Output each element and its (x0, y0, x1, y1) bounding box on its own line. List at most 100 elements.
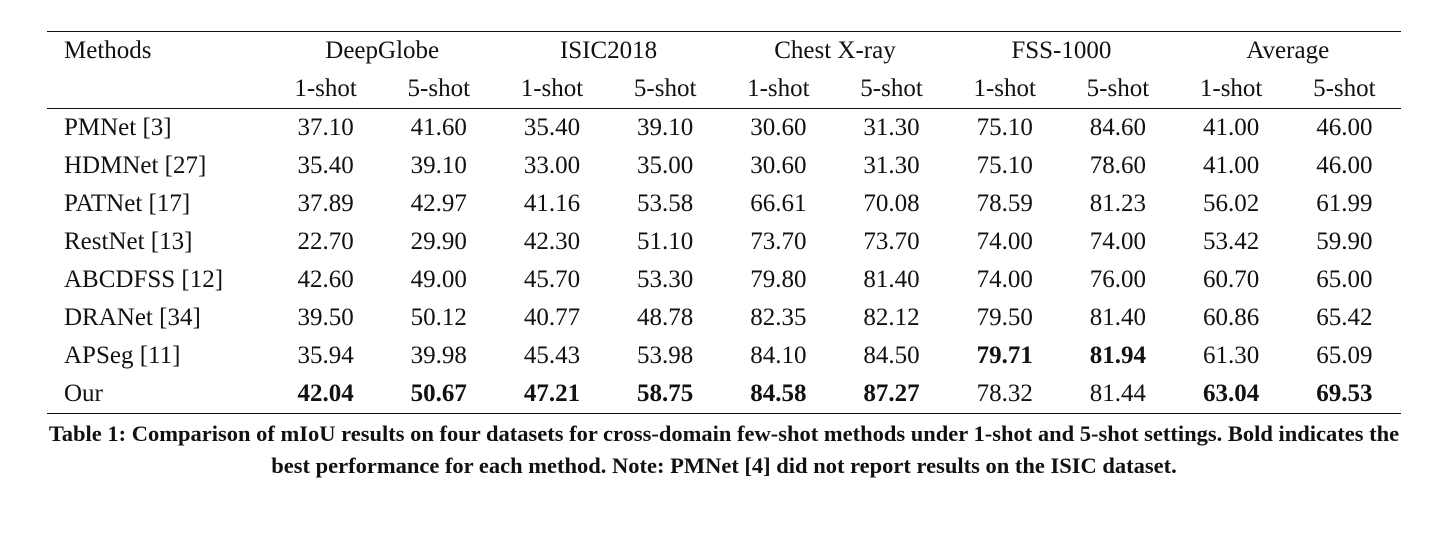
value-cell: 82.35 (750, 304, 807, 331)
value-cell: 53.42 (1203, 228, 1260, 255)
value-cell: 81.40 (863, 266, 920, 293)
table-body: PMNet [3] 37.10 41.60 35.40 39.10 30.60 31.30 7… (47, 109, 1401, 414)
shot-header: 5-shot (382, 70, 496, 109)
shot-header: 1-shot (269, 70, 383, 109)
value-cell: 35.40 (523, 114, 581, 141)
table-row: Our 42.04 50.67 47.21 58.75 84.58 87.27 78.32 81… (47, 375, 1401, 414)
value-cell: 65.00 (1316, 266, 1373, 293)
results-table: Methods DeepGlobe ISIC2018 Chest X-ray F… (47, 31, 1401, 414)
value-cell: 53.58 (637, 190, 694, 217)
dataset-header-chest-xray: Chest X-ray (721, 31, 949, 70)
dataset-header-deepglobe: DeepGlobe (269, 31, 496, 70)
dataset-header-row: Methods DeepGlobe ISIC2018 Chest X-ray F… (47, 31, 1401, 70)
value-cell: 58.75 (608, 375, 722, 414)
method-name-cell: RestNet [13] (64, 228, 193, 255)
value-cell: 35.00 (637, 152, 694, 179)
value-cell: 82.12 (863, 304, 920, 331)
value-cell: 22.70 (297, 228, 354, 255)
value-cell: 63.04 (1174, 375, 1288, 414)
table-row: APSeg [11] 35.94 39.98 45.43 53.98 84.10 84.50… (47, 337, 1401, 375)
value-cell: 65.42 (1316, 304, 1373, 331)
value-cell: 75.10 (976, 114, 1033, 141)
value-cell: 42.97 (410, 190, 467, 217)
value-cell: 37.10 (297, 114, 354, 141)
value-cell: 69.53 (1287, 375, 1401, 414)
table-row: RestNet [13] 22.70 29.90 42.30 51.10 73.70 73.… (47, 223, 1401, 261)
value-cell: 50.67 (382, 375, 496, 414)
value-cell: 87.27 (834, 375, 949, 414)
value-cell: 74.00 (976, 266, 1033, 293)
value-cell: 31.30 (863, 114, 920, 141)
value-cell: 50.12 (410, 304, 467, 331)
shot-header: 5-shot (834, 70, 949, 109)
table-caption: Table 1: Comparison of mIoU results on f… (48, 421, 1400, 478)
method-name-cell: PMNet [3] (64, 114, 172, 141)
value-cell: 29.90 (410, 228, 467, 255)
method-name-cell: DRANet [34] (64, 304, 201, 331)
method-name-cell: PATNet [17] (64, 190, 191, 217)
value-cell: 35.94 (297, 342, 354, 369)
results-table-container: Methods DeepGlobe ISIC2018 Chest X-ray F… (47, 31, 1401, 414)
value-cell: 42.30 (523, 228, 581, 255)
value-cell: 51.10 (637, 228, 694, 255)
value-cell: 35.40 (297, 152, 354, 179)
shot-header-row: 1-shot 5-shot 1-shot 5-shot 1-shot 5-sho… (47, 70, 1401, 109)
value-cell: 48.78 (637, 304, 694, 331)
value-cell: 60.86 (1203, 304, 1260, 331)
value-cell: 79.50 (976, 304, 1033, 331)
value-cell: 40.77 (523, 304, 581, 331)
value-cell: 31.30 (863, 152, 920, 179)
value-cell: 41.16 (523, 190, 581, 217)
value-cell: 49.00 (410, 266, 467, 293)
table-row: ABCDFSS [12] 42.60 49.00 45.70 53.30 79.80 81.… (47, 261, 1401, 299)
value-cell: 66.61 (750, 190, 807, 217)
value-cell: 76.00 (1089, 266, 1147, 293)
value-cell: 81.94 (1089, 342, 1147, 369)
table-row: PATNet [17] 37.89 42.97 41.16 53.58 66.61 70.0… (47, 185, 1401, 223)
table-row: HDMNet [27] 35.40 39.10 33.00 35.00 30.60 31.3… (47, 147, 1401, 185)
value-cell: 37.89 (297, 190, 354, 217)
value-cell: 39.50 (297, 304, 354, 331)
dataset-header-isic2018: ISIC2018 (495, 31, 722, 70)
value-cell: 75.10 (976, 152, 1033, 179)
value-cell: 79.71 (976, 342, 1033, 369)
value-cell: 74.00 (1089, 228, 1147, 255)
value-cell: 81.40 (1089, 304, 1147, 331)
value-cell: 53.30 (637, 266, 694, 293)
shot-header: 5-shot (608, 70, 722, 109)
value-cell: 45.70 (523, 266, 581, 293)
shot-header: 1-shot (495, 70, 609, 109)
value-cell: 70.08 (863, 190, 920, 217)
table-header: Methods DeepGlobe ISIC2018 Chest X-ray F… (47, 31, 1401, 109)
methods-header: Methods (47, 31, 269, 70)
value-cell: 53.98 (637, 342, 694, 369)
value-cell: 30.60 (750, 114, 807, 141)
value-cell: 78.32 (948, 375, 1062, 414)
value-cell: 74.00 (976, 228, 1033, 255)
value-cell: 84.10 (750, 342, 807, 369)
value-cell: 60.70 (1203, 266, 1260, 293)
value-cell: 84.58 (721, 375, 835, 414)
method-name-cell: ABCDFSS [12] (64, 266, 224, 293)
value-cell: 61.99 (1316, 190, 1373, 217)
value-cell: 81.44 (1061, 375, 1175, 414)
value-cell: 84.60 (1089, 114, 1147, 141)
value-cell: 84.50 (863, 342, 920, 369)
method-name-cell: Our (47, 375, 269, 414)
value-cell: 73.70 (750, 228, 807, 255)
value-cell: 41.00 (1203, 114, 1260, 141)
value-cell: 78.60 (1089, 152, 1147, 179)
value-cell: 41.00 (1203, 152, 1260, 179)
value-cell: 30.60 (750, 152, 807, 179)
dataset-header-fss-1000: FSS-1000 (948, 31, 1175, 70)
value-cell: 47.21 (495, 375, 609, 414)
value-cell: 78.59 (976, 190, 1033, 217)
dataset-header-average: Average (1174, 31, 1401, 70)
table-row: DRANet [34] 39.50 50.12 40.77 48.78 82.35 82.1… (47, 299, 1401, 337)
value-cell: 39.98 (410, 342, 467, 369)
value-cell: 42.60 (297, 266, 354, 293)
value-cell: 46.00 (1316, 152, 1373, 179)
empty-header-cell (47, 70, 269, 109)
value-cell: 79.80 (750, 266, 807, 293)
value-cell: 73.70 (863, 228, 920, 255)
